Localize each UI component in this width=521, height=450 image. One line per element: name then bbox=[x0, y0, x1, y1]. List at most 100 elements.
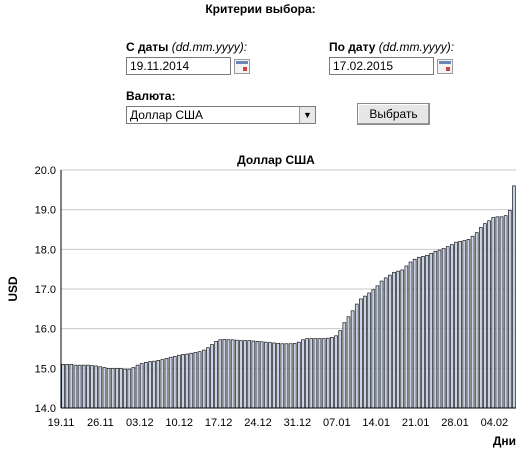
chart-bar bbox=[230, 339, 235, 409]
currency-label: Валюта: bbox=[126, 89, 176, 103]
y-tick-label: 18.0 bbox=[35, 244, 56, 256]
chart-title: Доллар США bbox=[237, 153, 315, 167]
chart-bar bbox=[110, 367, 115, 409]
chart-bar bbox=[408, 261, 413, 409]
chart-bar bbox=[396, 270, 400, 409]
x-tick-labels: 19.11 26.11 03.12 10.12 17.12 24.12 31.12 07.01… bbox=[48, 417, 521, 429]
chart-bar bbox=[350, 310, 355, 409]
chart-bar bbox=[330, 337, 334, 409]
from-calendar-icon[interactable] bbox=[234, 59, 250, 74]
chart-bar bbox=[342, 322, 347, 409]
chart-bar bbox=[210, 344, 214, 409]
chart-bar bbox=[400, 269, 405, 409]
y-axis-label: USD bbox=[6, 276, 20, 302]
x-tick-label: 17.12 bbox=[205, 417, 233, 429]
from-date-input[interactable]: 19.11.2014 bbox=[126, 57, 231, 75]
x-axis-label: Дни bbox=[493, 434, 516, 448]
chart-bar bbox=[433, 250, 438, 409]
chart-bar bbox=[305, 338, 309, 409]
to-date-format: (dd.mm.yyyy): bbox=[378, 40, 455, 54]
chart-bar bbox=[90, 365, 94, 409]
chart-bar bbox=[392, 271, 396, 409]
chart-bar bbox=[491, 217, 496, 409]
chart-bar bbox=[359, 298, 363, 409]
chart-bar bbox=[338, 330, 343, 409]
chart-bar bbox=[102, 367, 107, 409]
chart-bar bbox=[466, 239, 471, 409]
x-tick-label: 26.11 bbox=[87, 417, 114, 429]
select-button[interactable]: Выбрать bbox=[357, 103, 430, 125]
chart-bar bbox=[206, 347, 210, 409]
y-tick-label: 14.0 bbox=[35, 403, 56, 415]
chart-bar bbox=[416, 256, 421, 409]
chart-bar bbox=[156, 360, 161, 409]
chart: Доллар США USD Дни 14.015.016.017.018.01… bbox=[6, 153, 521, 448]
chart-bar bbox=[412, 258, 417, 409]
chart-bar bbox=[185, 353, 189, 409]
chart-bar bbox=[115, 367, 119, 409]
chart-bar bbox=[479, 227, 483, 409]
chart-bar bbox=[181, 354, 185, 409]
chart-bar bbox=[512, 185, 516, 409]
chart-bar bbox=[284, 343, 289, 409]
chart-bar bbox=[69, 364, 74, 409]
x-tick-label: 28.01 bbox=[441, 417, 469, 429]
chart-bar bbox=[123, 368, 127, 409]
chart-bar bbox=[363, 295, 367, 409]
chart-bar bbox=[139, 363, 144, 409]
chart-bar bbox=[197, 351, 202, 409]
chart-bar bbox=[201, 349, 206, 409]
axes bbox=[60, 170, 516, 409]
chart-bar bbox=[131, 367, 136, 409]
chart-bar bbox=[292, 342, 297, 409]
chart-bar bbox=[371, 289, 376, 409]
chart-bar bbox=[81, 364, 86, 409]
chart-bar bbox=[61, 364, 65, 409]
chart-bar bbox=[94, 365, 98, 409]
chart-bar bbox=[234, 339, 239, 409]
chart-bar bbox=[425, 254, 429, 409]
chart-bar bbox=[106, 367, 111, 409]
chart-bar bbox=[470, 235, 475, 409]
criteria-title: Критерии выбора: bbox=[205, 2, 316, 16]
chart-bar bbox=[441, 248, 446, 409]
chart-bar bbox=[313, 338, 318, 409]
chart-bar bbox=[346, 316, 351, 409]
x-tick-label: 31.12 bbox=[284, 417, 312, 429]
chart-bar bbox=[247, 340, 252, 409]
currency-select[interactable]: Доллар США ▼ bbox=[126, 106, 316, 124]
x-tick-label: 04.02 bbox=[481, 417, 509, 429]
chart-bar bbox=[268, 342, 272, 409]
to-date-input[interactable]: 17.02.2015 bbox=[329, 57, 434, 75]
chart-bar bbox=[272, 342, 276, 409]
chevron-down-icon[interactable]: ▼ bbox=[299, 107, 315, 123]
chart-bar bbox=[164, 358, 169, 409]
chart-bar bbox=[437, 249, 442, 409]
chart-bar bbox=[226, 339, 231, 409]
chart-bar bbox=[98, 366, 103, 409]
x-tick-label: 03.12 bbox=[126, 417, 154, 429]
chart-bar bbox=[388, 274, 392, 409]
chart-bar bbox=[503, 215, 508, 409]
y-tick-label: 20.0 bbox=[35, 165, 56, 177]
chart-bar bbox=[255, 341, 260, 409]
chart-bar bbox=[309, 338, 314, 409]
chart-bar bbox=[214, 341, 218, 409]
x-tick-label: 24.12 bbox=[244, 417, 272, 429]
chart-bar bbox=[218, 339, 223, 409]
chart-bar bbox=[280, 343, 285, 409]
chart-bar bbox=[450, 244, 454, 409]
bar-series bbox=[61, 185, 516, 409]
chart-bar bbox=[325, 337, 330, 409]
y-tick-labels: 14.0 15.0 16.0 17.0 18.0 19.0 20.0 bbox=[35, 165, 56, 415]
chart-bar bbox=[189, 352, 194, 409]
chart-bar bbox=[119, 367, 123, 409]
chart-bar bbox=[483, 223, 487, 409]
chart-bar bbox=[375, 285, 380, 409]
chart-bar bbox=[127, 368, 132, 409]
chart-bar bbox=[152, 360, 156, 409]
chart-bar bbox=[168, 356, 173, 409]
x-tick-label: 19.11 bbox=[48, 417, 75, 429]
y-tick-label: 16.0 bbox=[35, 324, 56, 336]
to-calendar-icon[interactable] bbox=[437, 59, 453, 74]
